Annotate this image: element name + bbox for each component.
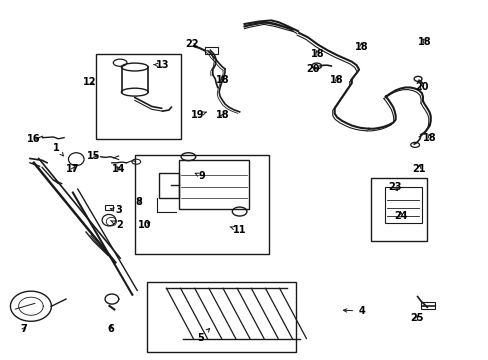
Bar bbox=[96, 54, 181, 139]
Text: 10: 10 bbox=[138, 220, 151, 230]
Text: 18: 18 bbox=[310, 49, 324, 59]
Text: 3: 3 bbox=[110, 206, 122, 216]
Text: 13: 13 bbox=[153, 60, 169, 70]
Text: 18: 18 bbox=[417, 37, 431, 47]
Bar bbox=[420, 302, 434, 309]
Text: 6: 6 bbox=[107, 324, 114, 334]
Text: 1: 1 bbox=[53, 143, 63, 156]
Text: 24: 24 bbox=[393, 211, 407, 221]
Text: 16: 16 bbox=[27, 134, 41, 144]
Text: 18: 18 bbox=[354, 42, 367, 52]
Bar bbox=[135, 155, 268, 253]
Text: 20: 20 bbox=[414, 82, 427, 92]
Text: 12: 12 bbox=[83, 77, 97, 87]
Text: 5: 5 bbox=[197, 329, 209, 343]
Text: 18: 18 bbox=[330, 75, 343, 85]
Text: 20: 20 bbox=[305, 64, 319, 74]
Bar bbox=[159, 173, 178, 198]
Text: 11: 11 bbox=[230, 225, 246, 235]
Bar bbox=[370, 178, 427, 241]
Text: 8: 8 bbox=[135, 197, 142, 207]
Text: 4: 4 bbox=[343, 306, 364, 316]
Text: 18: 18 bbox=[215, 111, 229, 121]
Text: 23: 23 bbox=[387, 182, 401, 192]
Text: 25: 25 bbox=[409, 313, 423, 323]
Bar bbox=[384, 187, 421, 223]
Text: 22: 22 bbox=[185, 40, 199, 49]
Text: 14: 14 bbox=[112, 164, 126, 174]
Text: 19: 19 bbox=[190, 111, 206, 121]
Bar bbox=[104, 205, 113, 210]
Text: 7: 7 bbox=[20, 324, 27, 334]
Text: 9: 9 bbox=[195, 171, 205, 181]
Bar bbox=[205, 47, 217, 54]
Bar bbox=[147, 282, 295, 352]
Text: 18: 18 bbox=[215, 75, 229, 85]
Text: 18: 18 bbox=[422, 133, 436, 143]
Text: 2: 2 bbox=[110, 220, 122, 230]
Bar bbox=[178, 160, 249, 209]
Text: 17: 17 bbox=[66, 164, 80, 174]
Text: 21: 21 bbox=[411, 164, 425, 174]
Text: 15: 15 bbox=[86, 150, 100, 161]
